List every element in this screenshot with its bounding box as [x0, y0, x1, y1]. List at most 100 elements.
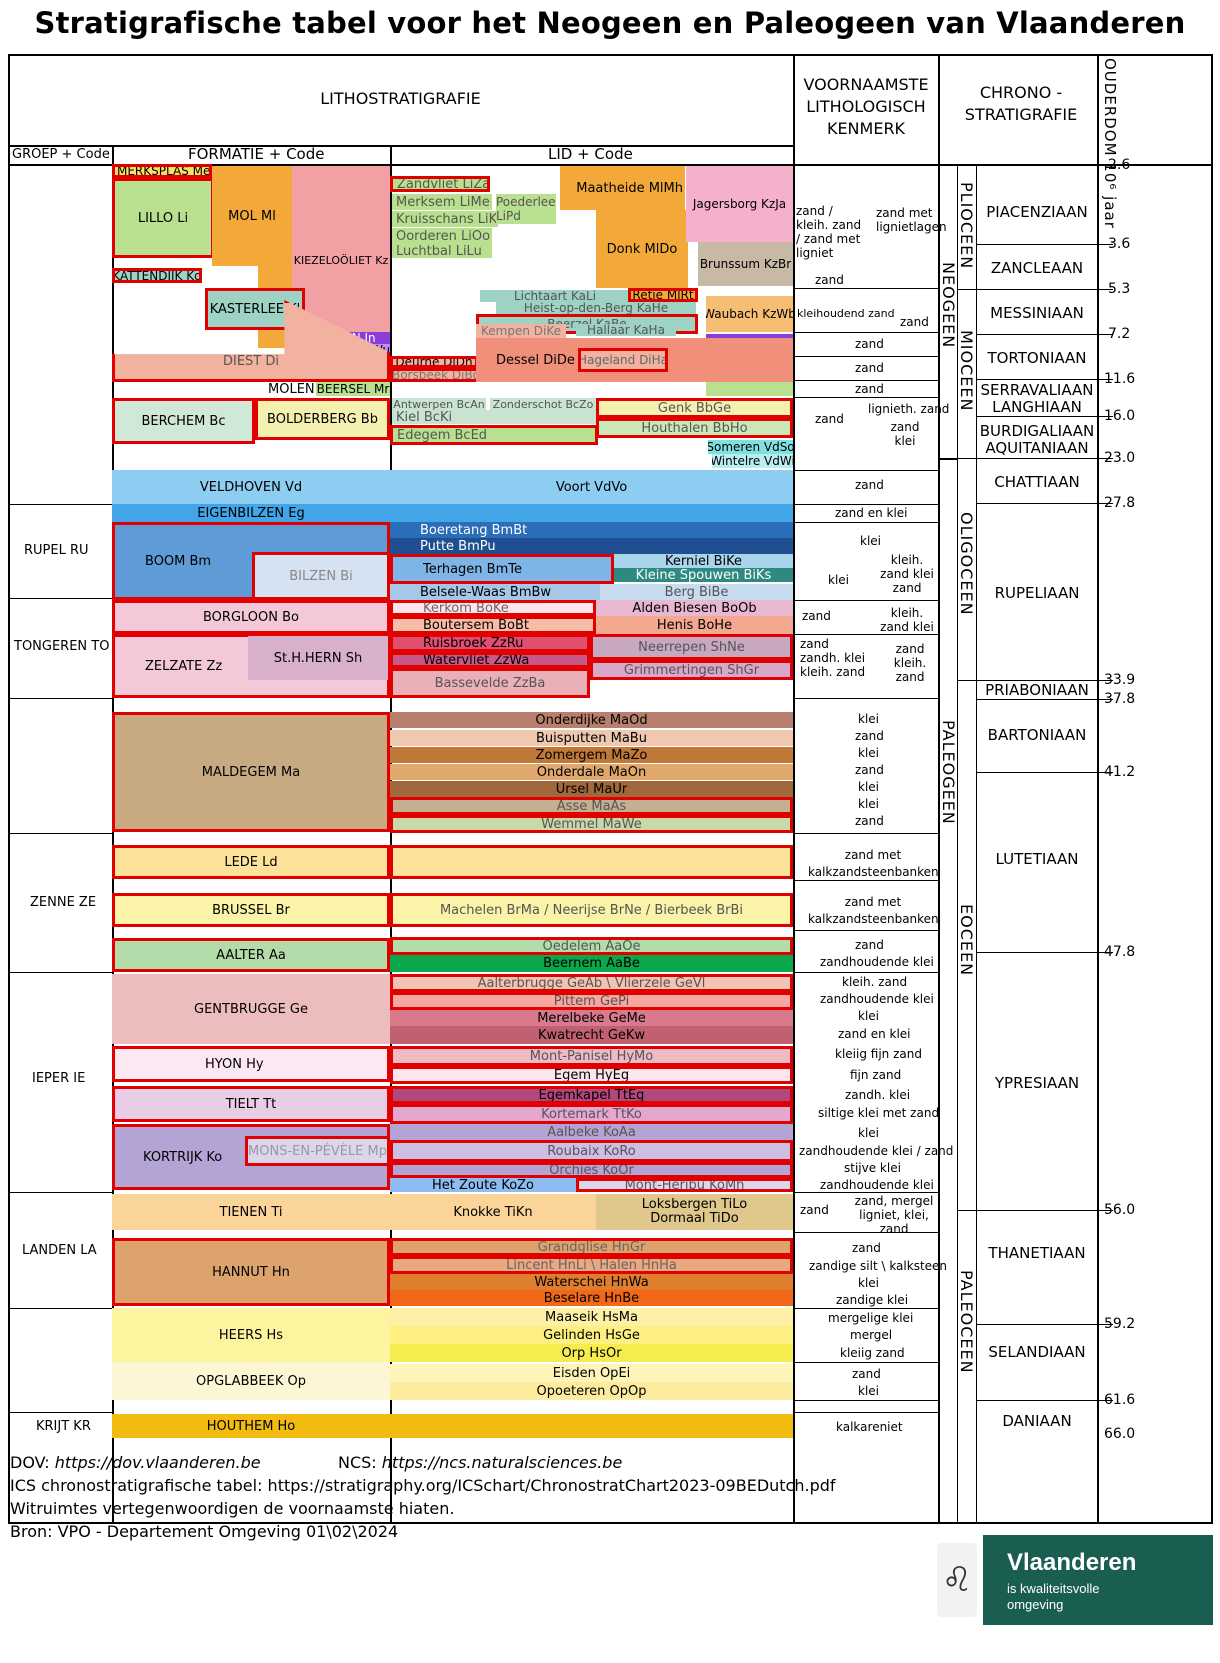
lith-divider: [795, 600, 938, 601]
lith-maldegem-4: zand: [855, 763, 884, 777]
member-mont-panisel: Mont-Panisel HyMo: [390, 1046, 793, 1066]
group-divider: [8, 1192, 112, 1193]
stage-divider: [977, 1210, 1113, 1211]
member-luchtbal: Luchtbal LiLu: [392, 244, 492, 258]
lith-maldegem-1: klei: [858, 712, 879, 726]
formation-opglabbeek: OPGLABBEEK Op: [112, 1362, 390, 1400]
stage-lutetiaan: LUTETIAAN: [995, 850, 1079, 868]
member-waubach: Waubach KzWb: [706, 296, 793, 332]
stage-serravaliaan: SERRAVALIAAN: [980, 381, 1094, 399]
lith-maldegem-3: klei: [858, 746, 879, 760]
stage-divider: [977, 379, 1113, 380]
formation-mons-en-pevele: MONS-EN-PÉVÈLE Mp: [245, 1136, 390, 1166]
member-merksem: Merksem LiMe: [392, 194, 492, 210]
series-eoceen: EOCEEN: [957, 904, 976, 977]
member-kiel: Kiel BcKi: [392, 410, 596, 424]
footer-ics[interactable]: ICS chronostratigrafische tabel: https:/…: [10, 1476, 836, 1495]
dov-link[interactable]: https://dov.vlaanderen.be: [54, 1453, 261, 1472]
divider: [8, 164, 1213, 166]
member-neerrepen: Neerrepen ShNe: [590, 634, 793, 660]
member-houthalen: Houthalen BbHo: [596, 418, 793, 438]
stratigraphic-table: [8, 54, 1213, 1524]
lith-divider: [795, 1400, 938, 1401]
lith-messinian: zand: [900, 315, 929, 329]
lith-borgloon: zand: [802, 609, 831, 623]
member-aalbeke: Aalbeke KoAa: [390, 1124, 793, 1140]
member-orchies: Orchies KoOr: [390, 1162, 793, 1178]
member-zonderschot: Zonderschot BcZo: [490, 398, 596, 410]
lid-header: LID + Code: [548, 145, 633, 163]
member-borsbeek: Borsbeek DiBo: [390, 368, 482, 382]
member-beselare: Beselare HnBe: [390, 1290, 793, 1306]
group-divider: [8, 972, 112, 973]
formation-bolderberg: BOLDERBERG Bb: [255, 398, 390, 440]
member-beernem: Beernem AaBe: [390, 955, 793, 972]
system-divider: [938, 458, 958, 460]
formation-eigenbilzen: EIGENBILZEN Eg: [112, 504, 390, 522]
member-henis: Henis BoHe: [596, 616, 793, 634]
lith-divider: [795, 380, 938, 381]
lith-text: zand / kleih. zand / zand met ligniet: [796, 204, 862, 260]
lith-zelzate: zand zandh. klei kleih. zand: [800, 637, 870, 679]
lith-heers-2: mergel: [850, 1328, 893, 1342]
formation-lillo: LILLO Li: [112, 178, 214, 258]
member-watervliet: Watervliet ZzWa: [390, 652, 590, 668]
vlaanderen-logo: ♌ Vlaanderen is kwaliteitsvolle omgeving: [937, 1535, 1213, 1625]
stage-divider: [977, 1324, 1113, 1325]
member-antwerpen: Antwerpen BcAn: [392, 398, 486, 410]
member-buisputten: Buisputten MaBu: [390, 730, 793, 746]
member-gelinden: Gelinden HsGe: [390, 1326, 793, 1344]
member-grandglise: Grandglise HnGr: [390, 1238, 793, 1256]
lith-brussel: zand met kalkzandsteenbanken: [808, 894, 939, 928]
lith-divider: [795, 288, 938, 289]
age-59-2: 59.2: [1104, 1316, 1136, 1332]
formation-berchem: BERCHEM Bc: [112, 398, 255, 444]
lith-burdigalian: zand: [815, 412, 844, 426]
stage-divider: [977, 772, 1113, 773]
member-voort: Voort VdVo: [390, 470, 793, 504]
lith-divider: [795, 634, 938, 635]
lith-maldegem-2: zand: [855, 729, 884, 743]
divider: [8, 145, 793, 147]
lith-text: zand, mergel ligniet, klei, zand: [854, 1194, 934, 1236]
lith-text: zand met lignietlagen: [876, 206, 947, 234]
lith-serravalian: zand: [855, 382, 884, 396]
member-edegem: Edegem BcEd: [390, 425, 598, 445]
group-divider: [8, 1308, 112, 1309]
page-title: Stratigrafische tabel voor het Neogeen e…: [34, 6, 1186, 40]
lith-pliocene-1: zand / kleih. zand / zand met ligniet: [796, 204, 866, 260]
lith-divider: [795, 504, 938, 505]
lith-hannut-2: zandige silt \ kalksteen: [809, 1259, 948, 1273]
lith-pliocene-2: zand met lignietlagen: [876, 206, 947, 234]
member-wintelre: Wintelre VdWi: [712, 454, 793, 468]
stage-divider: [977, 416, 1113, 417]
lith-boom-2: klei: [828, 573, 849, 587]
formation-gentbrugge: GENTBRUGGE Ge: [112, 974, 390, 1044]
lith-lede: zand met kalkzandsteenbanken: [808, 847, 939, 881]
lith-kortrijk-3: stijve klei: [844, 1161, 901, 1175]
lith-tortonian-2: zand: [855, 361, 884, 375]
stage-tortoniaan: TORTONIAAN: [987, 349, 1087, 367]
footer-ncs: NCS: https://ncs.naturalsciences.be: [338, 1453, 622, 1472]
age-7-2: 7.2: [1108, 326, 1131, 342]
formation-tienen: TIENEN Ti: [112, 1194, 390, 1230]
stage-divider: [977, 952, 1113, 953]
series-oligoceen: OLIGOCEEN: [957, 512, 976, 616]
member-eisden: Eisden OpEi: [390, 1364, 793, 1382]
formation-hannut: HANNUT Hn: [112, 1238, 390, 1306]
formation-beersel: BEERSEL Mr: [316, 382, 390, 396]
stage-divider: [977, 458, 1113, 459]
lith-divider: [795, 1192, 938, 1193]
lith-houthem: kalkareniet: [836, 1420, 903, 1434]
group-landen: LANDEN LA: [22, 1243, 97, 1258]
lith-maldegem-5: klei: [858, 780, 879, 794]
age-33-9: 33.9: [1104, 672, 1136, 688]
lith-divider: [795, 698, 938, 699]
lith-sthern: zand kleih. zand: [880, 642, 940, 684]
ncs-link[interactable]: https://ncs.naturalsciences.be: [381, 1453, 623, 1472]
stage-divider: [977, 289, 1113, 290]
lith-text: zand kleih. zand: [893, 642, 927, 684]
formation-mol: MOL Ml: [212, 166, 292, 266]
lith-divider: [795, 470, 938, 471]
formatie-header: FORMATIE + Code: [188, 145, 325, 163]
